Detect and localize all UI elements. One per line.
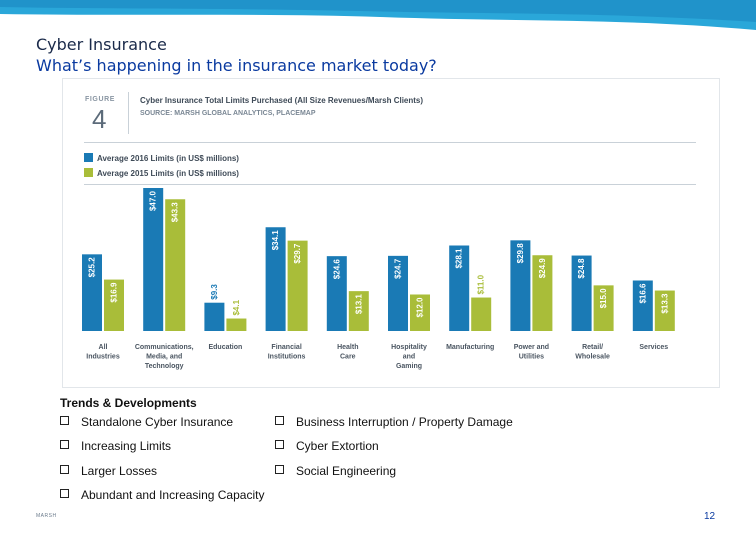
category-label: Hospitality and Gaming xyxy=(391,344,427,370)
data-label: $24.7 xyxy=(394,258,403,279)
slide-subtitle: What’s happening in the insurance market… xyxy=(36,56,437,75)
legend-item-2015: Average 2015 Limits (in US$ millions) xyxy=(84,168,239,179)
data-label: $47.0 xyxy=(149,190,158,211)
checkbox-icon xyxy=(275,465,284,474)
data-label: $16.9 xyxy=(110,282,119,303)
checkbox-icon xyxy=(60,489,69,498)
trend-item: Larger Losses xyxy=(60,464,157,478)
bar-2016 xyxy=(388,255,408,331)
bar-2016 xyxy=(265,227,286,331)
slide-title-main: Cyber Insurance xyxy=(36,35,167,54)
figure-divider xyxy=(128,92,129,134)
bar-2015 xyxy=(471,297,492,331)
legend-item-2016: Average 2016 Limits (in US$ millions) xyxy=(84,153,239,164)
data-label: $4.1 xyxy=(232,299,241,315)
trend-item: Increasing Limits xyxy=(60,439,171,453)
top-decorative-band xyxy=(0,0,756,30)
legend-label-2015: Average 2015 Limits (in US$ millions) xyxy=(97,169,239,178)
data-label: $43.3 xyxy=(171,202,180,223)
page-number: 12 xyxy=(704,511,716,522)
slide-title: Cyber Insurance What’s happening in the … xyxy=(36,34,437,76)
bar-2016 xyxy=(204,302,225,331)
category-label: Education xyxy=(208,344,242,351)
data-label: $28.1 xyxy=(455,248,464,269)
bar-2016 xyxy=(632,280,653,331)
checkbox-icon xyxy=(275,440,284,449)
data-label: $13.1 xyxy=(354,294,363,315)
category-label: Health Care xyxy=(337,344,358,361)
category-label: Manufacturing xyxy=(446,344,494,351)
trend-item: Cyber Extortion xyxy=(275,439,379,453)
header-rule xyxy=(84,142,696,143)
data-label: $29.8 xyxy=(516,243,525,264)
trend-item: Abundant and Increasing Capacity xyxy=(60,488,264,502)
chart-title: Cyber Insurance Total Limits Purchased (… xyxy=(140,96,424,105)
trend-item: Business Interruption / Property Damage xyxy=(275,415,513,429)
category-label: Services xyxy=(639,344,668,351)
figure-label: FIGURE xyxy=(85,96,116,103)
bar-2015 xyxy=(348,291,369,331)
data-label: $12.0 xyxy=(416,297,425,318)
data-label: $11.0 xyxy=(477,274,486,294)
trend-text: Social Engineering xyxy=(296,464,397,478)
legend-swatch-2016 xyxy=(84,153,93,162)
category-label: Financial Institutions xyxy=(268,344,306,361)
checkbox-icon xyxy=(275,416,284,425)
category-label: All Industries xyxy=(86,344,120,361)
bar-2015 xyxy=(410,294,430,331)
bar-2016 xyxy=(326,256,347,331)
category-label: Power and Utilities xyxy=(514,344,549,361)
data-label: $34.1 xyxy=(271,230,280,251)
category-label: Retail/Wholesale xyxy=(575,344,610,361)
trend-text: Increasing Limits xyxy=(81,439,172,453)
chart-source: SOURCE: MARSH GLOBAL ANALYTICS, PLACEMAP xyxy=(140,110,316,117)
data-label: $15.0 xyxy=(599,288,608,309)
trend-text: Cyber Extortion xyxy=(296,439,379,453)
bar-2015 xyxy=(287,240,308,331)
legend-label-2016: Average 2016 Limits (in US$ millions) xyxy=(97,154,239,163)
bar-2015 xyxy=(226,318,247,331)
data-label: $24.9 xyxy=(538,258,547,279)
checkbox-icon xyxy=(60,465,69,474)
marsh-logo: MARSH xyxy=(36,513,57,519)
legend-rule xyxy=(84,184,696,185)
trends-heading: Trends & Developments xyxy=(60,396,197,410)
bar-2016 xyxy=(143,188,164,331)
trend-text: Larger Losses xyxy=(81,464,158,478)
data-label: $24.8 xyxy=(577,258,586,279)
data-label: $9.3 xyxy=(210,284,219,300)
bar-2016 xyxy=(449,245,470,331)
data-label: $13.3 xyxy=(660,293,669,314)
bar-2016 xyxy=(82,254,102,331)
legend-swatch-2015 xyxy=(84,168,93,177)
data-label: $24.6 xyxy=(332,259,341,280)
trend-item: Social Engineering xyxy=(275,464,396,478)
bar-2015 xyxy=(165,199,186,331)
trend-text: Business Interruption / Property Damage xyxy=(296,415,513,429)
trend-text: Abundant and Increasing Capacity xyxy=(81,488,265,502)
bar-2015 xyxy=(593,285,614,331)
bar-2016 xyxy=(571,255,592,331)
checkbox-icon xyxy=(60,416,69,425)
bar-2015 xyxy=(532,255,553,331)
bar-2016 xyxy=(510,240,531,331)
trend-text: Standalone Cyber Insurance xyxy=(81,415,234,429)
category-label: Communications, Media, and Technology xyxy=(135,344,194,370)
checkbox-icon xyxy=(60,440,69,449)
data-label: $25.2 xyxy=(88,257,97,278)
data-label: $16.6 xyxy=(638,283,647,304)
figure-number: 4 xyxy=(92,104,107,134)
bar-2015 xyxy=(104,279,124,331)
data-label: $29.7 xyxy=(293,243,302,264)
bar-2015 xyxy=(654,290,675,331)
trend-item: Standalone Cyber Insurance xyxy=(60,415,233,429)
